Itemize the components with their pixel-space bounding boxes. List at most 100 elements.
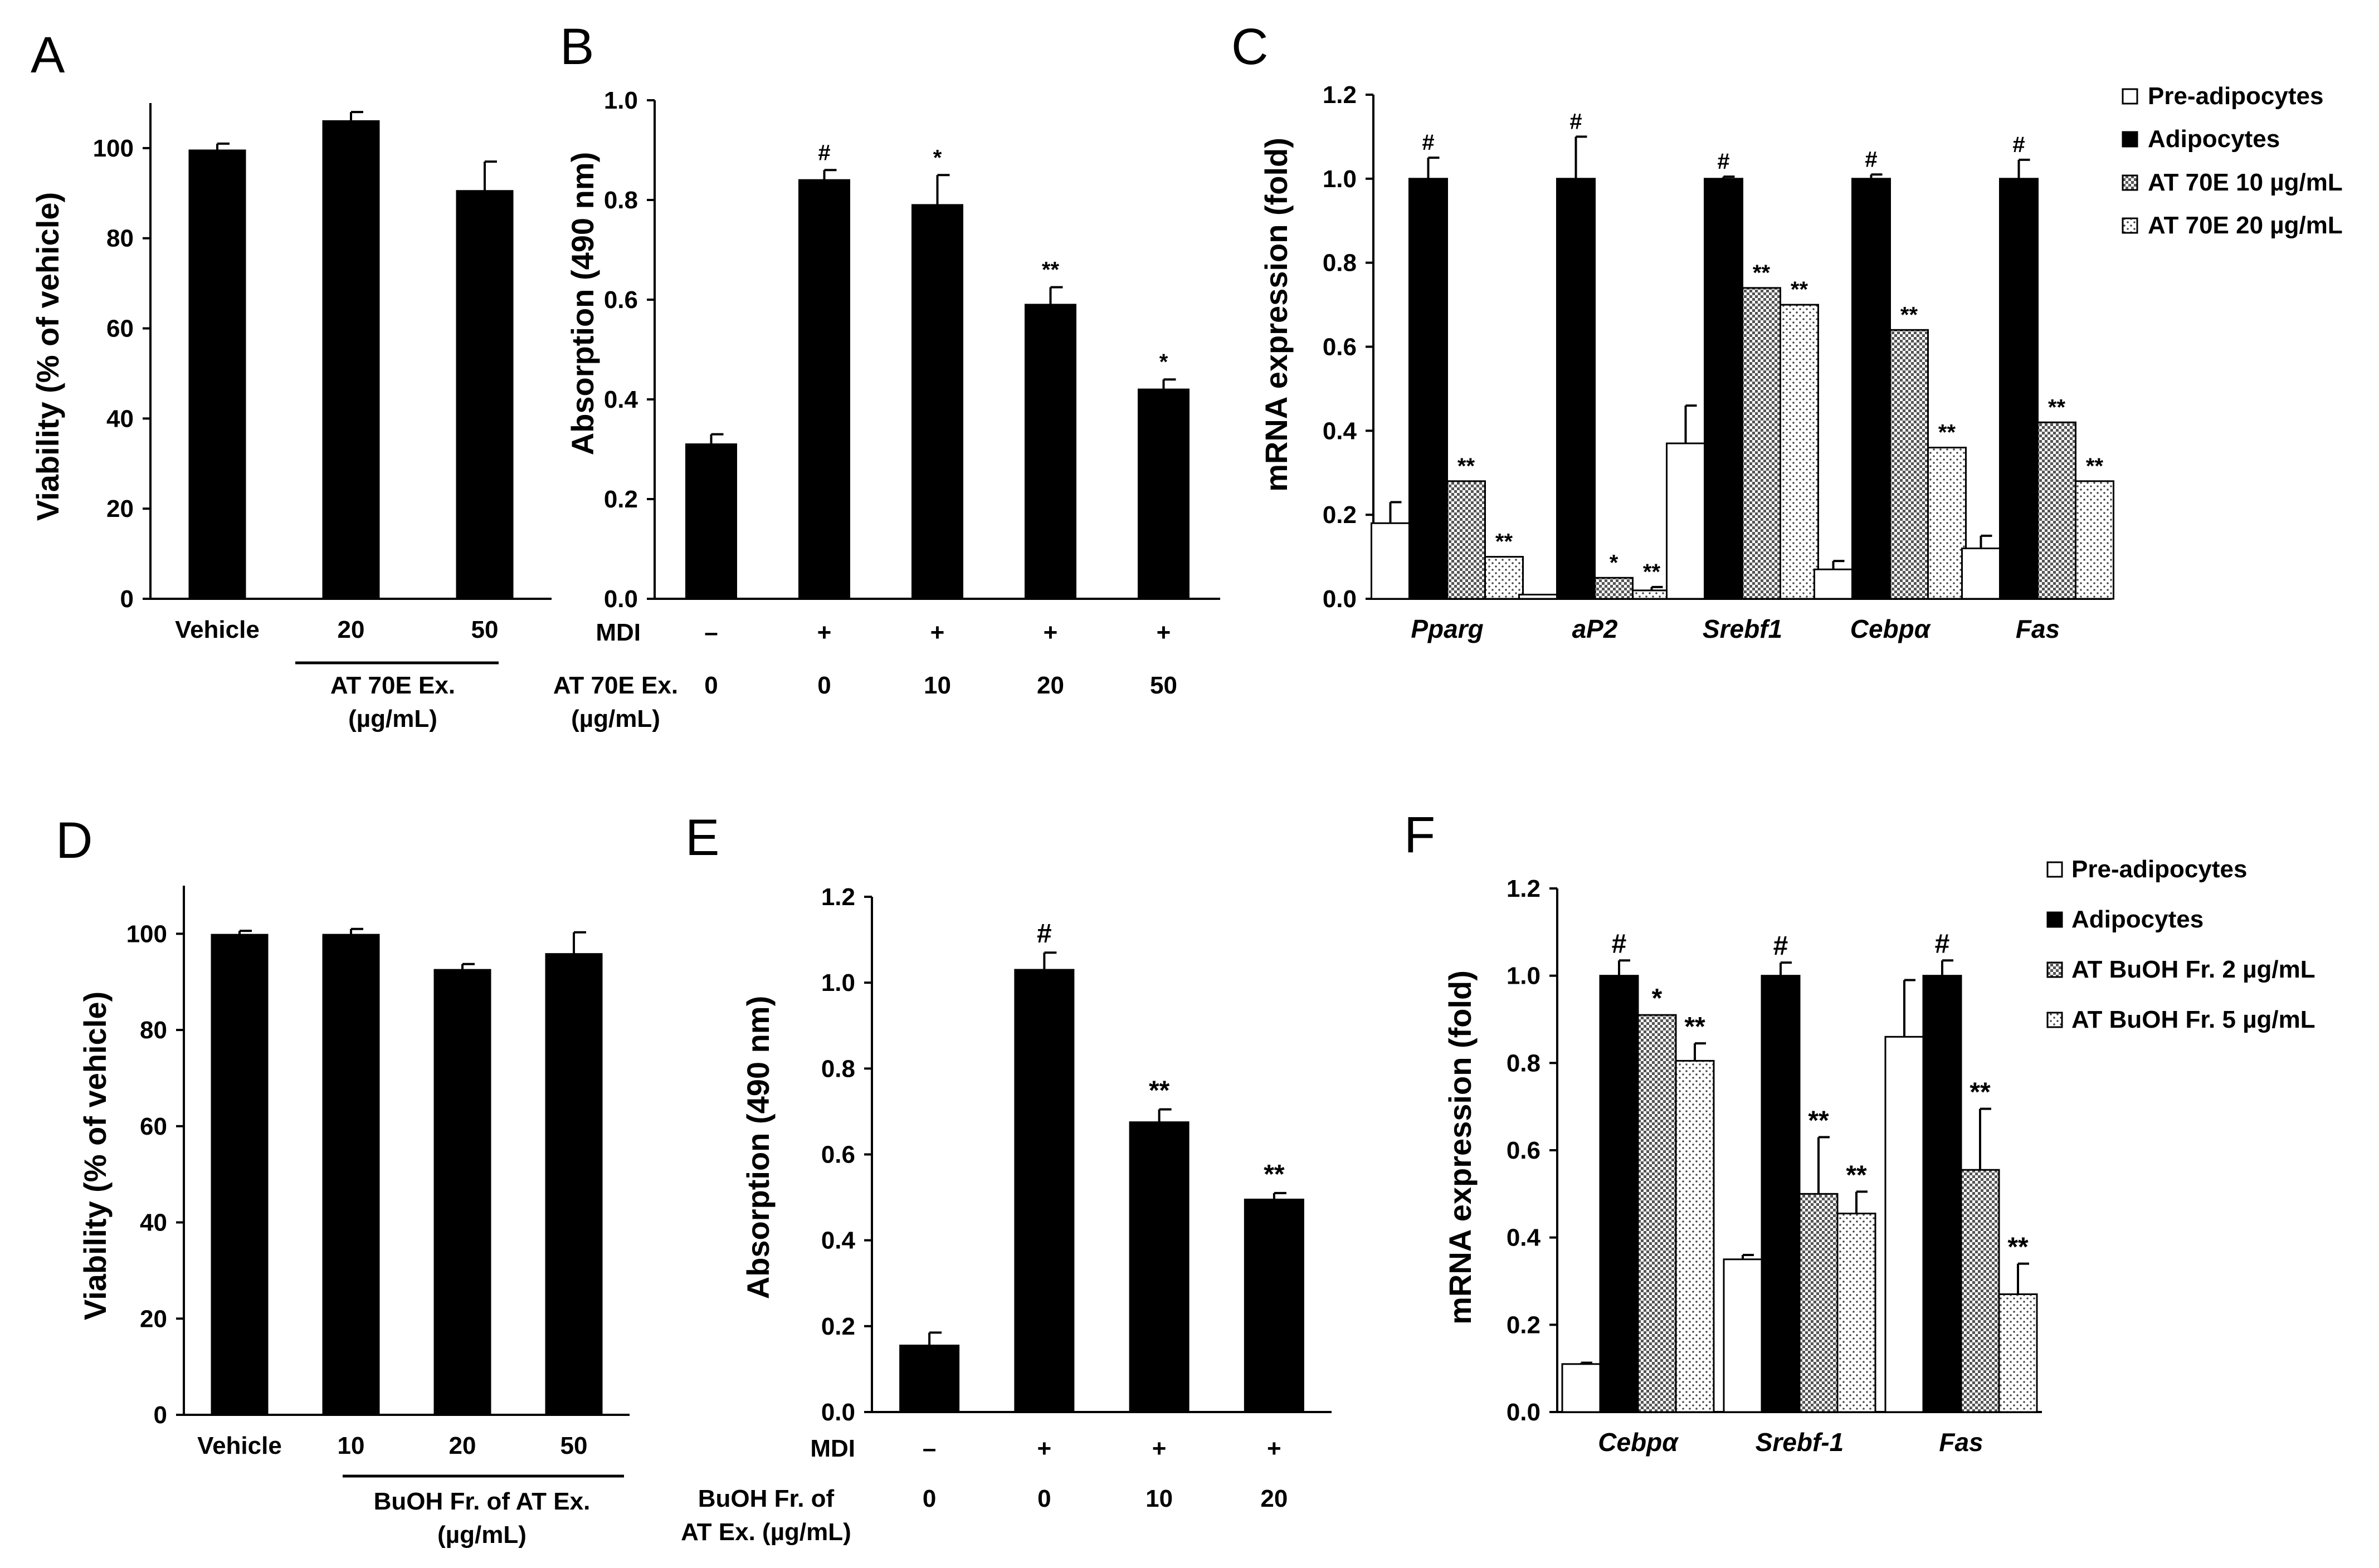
panel-c-bar [1556,178,1596,600]
panel-b-sig-label: ** [1042,258,1060,282]
panel-c-bar [1889,329,1929,600]
panel-b-dose-label-2: (µg/mL) [571,705,660,732]
panel-f-legend-label-3: AT BuOH Fr. 5 µg/mL [2071,1006,2315,1033]
panel-e-sig-label: # [1037,919,1052,949]
panel-c-ylabel: mRNA expression (fold) [1259,138,1294,492]
panel-c-bar [1666,442,1705,600]
panel-c-legend-label-2: AT 70E 10 µg/mL [2148,169,2343,196]
panel-f-legend-label-0: Pre-adipocytes [2071,856,2247,883]
panel-e-dose-label-1: BuOH Fr. of [698,1485,835,1512]
panel-d-category-label: 50 [560,1432,588,1459]
panel-d-y-tick-label: 100 [126,920,167,947]
panel-f-bar [1761,975,1801,1413]
panel-a-group-label-1: AT 70E Ex. [330,672,455,699]
panel-e-dose-label-2: AT Ex. (µg/mL) [681,1518,851,1546]
panel-e-mdi-value: + [1267,1435,1281,1462]
panel-f-legend-swatch-1 [2046,911,2063,928]
panel-f-bar [1599,975,1639,1413]
panel-b-dose-label-1: AT 70E Ex. [553,672,678,699]
panel-c-bar [1927,447,1967,600]
panel-c-bar [1632,589,1671,600]
panel-b-bar [798,179,850,600]
panel-d-bar [211,934,269,1416]
panel-e-bar [1129,1121,1190,1413]
panel-f-y-tick-label: 0.8 [1507,1049,1540,1077]
panel-c-sig-label: # [1717,149,1729,174]
panel-c-sig-label: ** [1643,560,1661,584]
panel-f-legend-swatch-0 [2046,861,2063,878]
panel-e-bar [1244,1198,1304,1413]
panel-e-dose-value: 10 [1145,1485,1173,1512]
panel-c-bar [1742,287,1781,600]
panel-d-bar [545,953,603,1416]
panel-c-bar [2075,480,2114,600]
panel-c-category-label: Cebpα [1850,614,1932,643]
panel-d-y-tick-label: 60 [140,1113,167,1140]
panel-c-sig-label: ** [1457,454,1475,478]
panel-f-legend-label-2: AT BuOH Fr. 2 µg/mL [2071,956,2315,983]
panel-c-legend-swatch-1 [2122,131,2138,148]
panel-b-dose-value: 50 [1150,672,1177,699]
panel-c-sig-label: ** [2086,454,2104,478]
panel-e-mdi-value: – [923,1435,936,1462]
panel-c-bar [1408,178,1448,600]
panel-c-sig-label: ** [1495,530,1513,554]
panel-e-mdi-label: MDI [810,1435,855,1462]
panel-b-bar [911,204,963,600]
panel-letter-e: E [685,809,719,866]
panel-c-y-tick-label: 0.2 [1323,501,1357,529]
panel-c-sig-label: ** [1938,421,1956,445]
panel-c-bar [1780,304,1819,600]
panel-c-sig-label: # [1569,109,1582,134]
panel-a-category-label: Vehicle [175,616,260,643]
panel-a-y-tick-label: 40 [106,405,134,432]
panel-e-mdi-value: + [1152,1435,1167,1462]
panel-d-y-tick-label: 20 [140,1305,167,1332]
panel-f-bar [1884,1035,1924,1413]
panel-f-sig-label: # [1612,929,1627,959]
panel-f-legend-swatch-3 [2046,1012,2063,1028]
panel-letter-a: A [31,27,65,84]
panel-c-bar [1518,593,1558,600]
panel-f-sig-label: ** [1808,1106,1829,1136]
panel-e-dose-value: 0 [923,1485,936,1512]
panel-e-y-tick-label: 0.8 [821,1055,855,1082]
panel-d-bar [322,934,380,1416]
panel-f-legend-swatch-2 [2046,961,2063,978]
panel-e-y-tick-label: 0.4 [821,1227,856,1254]
panel-a-y-tick-label: 0 [120,585,134,613]
panel-e-dose-value: 20 [1260,1485,1288,1512]
panel-e-y-tick-label: 1.2 [821,883,855,911]
panel-f-sig-label: # [1935,929,1950,959]
panel-f-sig-label: # [1773,931,1788,961]
panel-f-sig-label: ** [1970,1078,1991,1107]
panel-f-bar [1922,975,1962,1413]
panel-b-bar [685,443,737,600]
panel-c-bar [1851,178,1891,600]
panel-c-legend-swatch-3 [2122,217,2138,234]
panel-a-group-label-2: (µg/mL) [348,705,437,732]
panel-f-legend-label-1: Adipocytes [2071,906,2204,933]
panel-e-ylabel: Absorption (490 nm) [740,996,776,1299]
panel-f-bar [1637,1014,1677,1413]
panel-d-category-label: 10 [338,1432,365,1459]
panel-e-mdi-value: + [1037,1435,1052,1462]
panel-c-legend-label-3: AT 70E 20 µg/mL [2148,212,2343,239]
panel-c-bar [1999,178,2039,600]
panel-c-bar [2037,421,2076,600]
panel-c-bar [1484,556,1524,600]
panel-c-category-label: Srebf1 [1703,614,1782,643]
panel-b-mdi-value: + [1044,619,1058,646]
panel-letter-d: D [56,812,92,869]
panel-a-y-tick-label: 80 [106,225,134,252]
panel-c-legend-label-1: Adipocytes [2148,125,2280,153]
panel-c-bar [1814,568,1853,600]
panel-b-sig-label: # [818,140,830,165]
panel-b-dose-value: 0 [704,672,718,699]
panel-b-mdi-value: + [1157,619,1171,646]
panel-c-bar [1446,480,1486,600]
panel-e-dose-value: 0 [1037,1485,1051,1512]
panel-b-y-tick-label: 0.6 [604,286,638,314]
panel-e-sig-label: ** [1264,1160,1285,1189]
